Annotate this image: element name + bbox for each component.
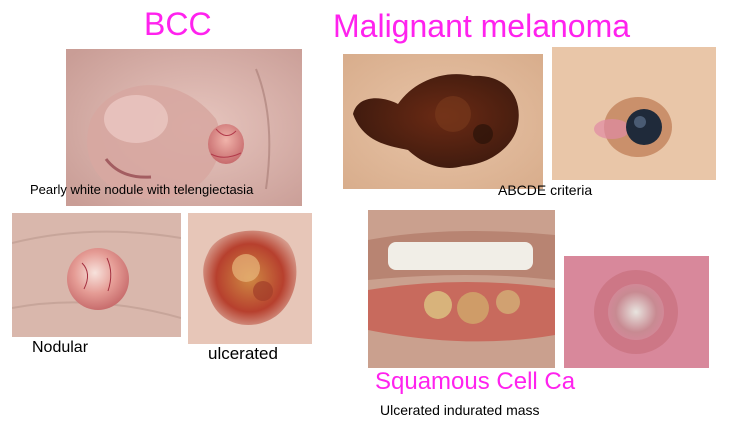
bcc-nose-photo [66,49,302,206]
scc-title: Squamous Cell Ca [375,368,576,395]
bcc-ulcerated-photo [188,213,312,344]
nodular-caption: Nodular [32,339,89,356]
bcc-nodular-photo [12,213,181,337]
bcc-title: BCC [144,6,212,42]
scc-caption: Ulcerated indurated mass [380,402,540,418]
scc-lip-photo [368,210,555,368]
melanoma-title: Malignant melanoma [333,8,631,44]
ulcerated-caption: ulcerated [208,344,278,363]
scc-nodule-photo [564,256,709,368]
bcc-main-caption: Pearly white nodule with telengiectasia [30,182,254,197]
melanoma-caption: ABCDE criteria [498,182,593,198]
melanoma-small-photo [552,47,716,180]
melanoma-large-photo [343,54,543,189]
